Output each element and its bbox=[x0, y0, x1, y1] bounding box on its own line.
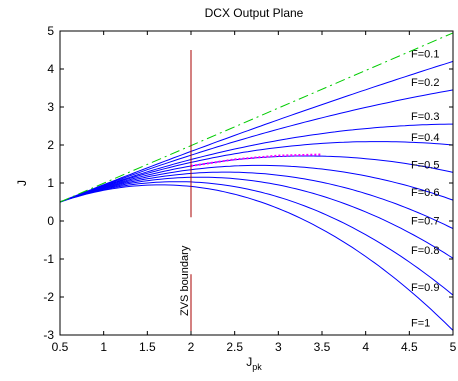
y-tick-label: 1 bbox=[47, 176, 54, 190]
curve-f-0-1 bbox=[59, 60, 454, 203]
x-axis-label-main: J bbox=[246, 355, 252, 369]
x-tick-label: 3.5 bbox=[314, 340, 331, 354]
y-tick-label: -2 bbox=[43, 290, 54, 304]
y-axis-ticks: -3 -2 -1 0 1 2 3 4 5 bbox=[43, 24, 453, 342]
curves-group: F=0.1 F=0.2 F=0.3 F=0.4 F=0.5 F=0.6 F=0.7 F=0.8… bbox=[59, 32, 454, 331]
curve-f-0-5 bbox=[59, 155, 454, 203]
curve-label: F=0.9 bbox=[411, 282, 439, 294]
curve-label: F=0.1 bbox=[411, 48, 439, 60]
x-axis-label-subscript: pk bbox=[252, 362, 262, 372]
x-tick-label: 2.5 bbox=[226, 340, 243, 354]
curve-f-1 bbox=[59, 184, 454, 331]
x-tick-label: 4 bbox=[362, 340, 369, 354]
curve-label: F=0.8 bbox=[411, 245, 439, 257]
x-axis-label: Jpk bbox=[246, 355, 262, 372]
curve-f-0-6 bbox=[59, 164, 454, 203]
curve-label: F=0.6 bbox=[411, 187, 439, 199]
upper-bound-line bbox=[59, 32, 454, 203]
chart-title: DCX Output Plane bbox=[205, 6, 304, 20]
x-tick-label: 4.5 bbox=[401, 340, 418, 354]
curve-label: F=0.7 bbox=[411, 216, 439, 228]
curve-f-0-9 bbox=[59, 181, 454, 296]
dotted-magenta-curve bbox=[190, 153, 323, 167]
x-tick-label: 3 bbox=[275, 340, 282, 354]
curve-f-0-7 bbox=[59, 171, 454, 230]
curve-label: F=0.4 bbox=[411, 132, 439, 144]
x-tick-label: 1.5 bbox=[139, 340, 156, 354]
x-tick-label: 1 bbox=[100, 340, 107, 354]
x-tick-label: 0.5 bbox=[52, 340, 69, 354]
x-axis-ticks: 0.5 1 1.5 2 2.5 3 3.5 4 4.5 5 bbox=[52, 31, 457, 354]
annotations-group: ZVS boundary bbox=[179, 50, 194, 335]
y-tick-label: 0 bbox=[47, 214, 54, 228]
zvs-label-background bbox=[182, 219, 194, 273]
y-tick-label: -1 bbox=[43, 252, 54, 266]
curve-f-0-4 bbox=[59, 141, 454, 203]
curve-label: F=0.2 bbox=[411, 77, 439, 89]
y-axis-label: J bbox=[15, 180, 29, 186]
curve-label: F=1 bbox=[411, 317, 430, 329]
y-tick-label: 2 bbox=[47, 138, 54, 152]
curve-label: F=0.5 bbox=[411, 159, 439, 171]
curve-label: F=0.3 bbox=[411, 111, 439, 123]
y-tick-label: 4 bbox=[47, 62, 54, 76]
x-tick-label: 2 bbox=[188, 340, 195, 354]
x-tick-label: 5 bbox=[450, 340, 457, 354]
y-tick-label: 3 bbox=[47, 100, 54, 114]
curve-f-0-3 bbox=[59, 123, 453, 203]
zvs-boundary-label: ZVS boundary bbox=[179, 245, 191, 316]
y-tick-label: 5 bbox=[47, 24, 54, 38]
curve-f-0-2 bbox=[59, 89, 454, 203]
curve-f-0-8 bbox=[59, 176, 454, 259]
y-tick-label: -3 bbox=[43, 328, 54, 342]
